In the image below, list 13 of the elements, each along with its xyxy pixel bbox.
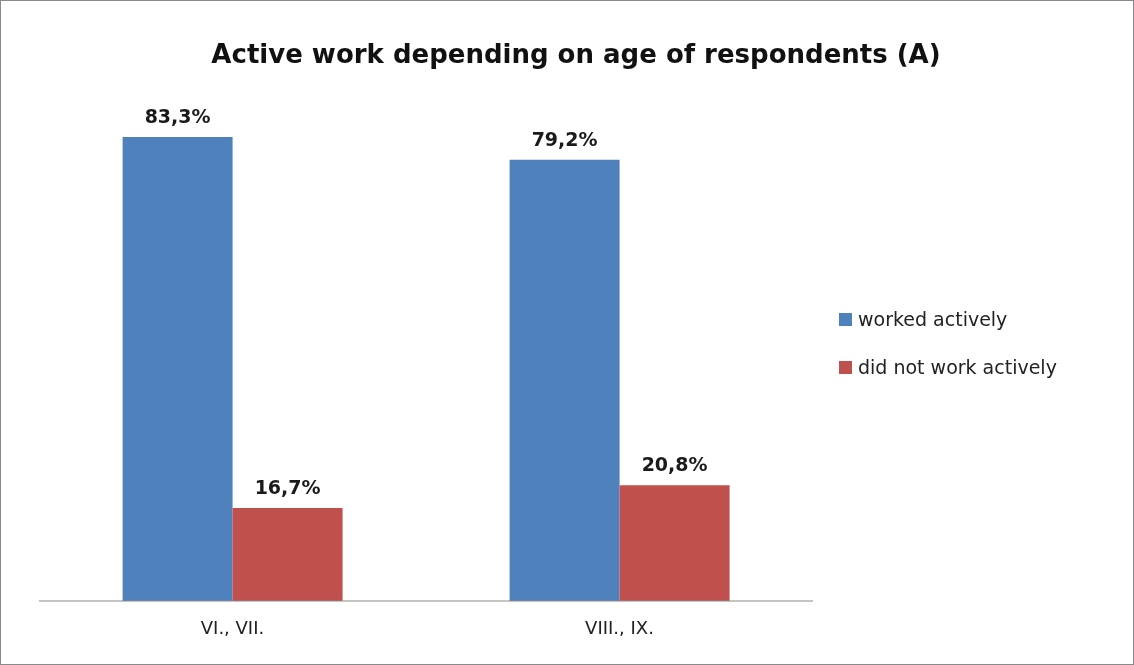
bar: [619, 485, 730, 601]
legend-label: worked actively: [858, 308, 1008, 330]
bar: [122, 137, 233, 601]
data-label: 16,7%: [254, 475, 321, 498]
legend-label: did not work actively: [858, 356, 1057, 378]
chart-title: Active work depending on age of respondents (A): [210, 39, 942, 69]
x-tick-label: VIII., IX.: [585, 616, 654, 638]
data-label: 20,8%: [641, 453, 708, 476]
bar: [509, 159, 620, 601]
bar: [232, 507, 343, 601]
data-label: 79,2%: [531, 127, 598, 150]
x-tick-label: VI., VII.: [200, 616, 265, 638]
data-label: 83,3%: [144, 105, 211, 127]
